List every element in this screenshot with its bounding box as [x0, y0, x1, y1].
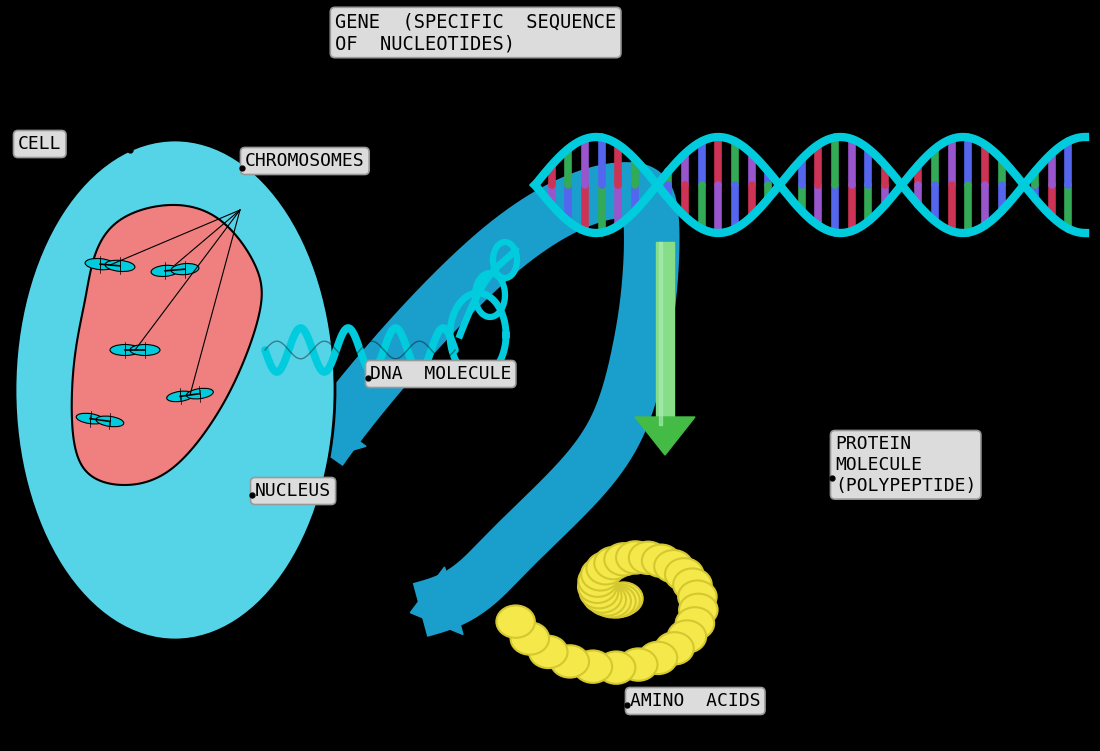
Ellipse shape [604, 543, 642, 575]
Ellipse shape [616, 541, 654, 574]
Ellipse shape [110, 345, 140, 355]
Ellipse shape [551, 645, 590, 677]
Text: NUCLEUS: NUCLEUS [255, 482, 331, 500]
Ellipse shape [580, 576, 618, 608]
Ellipse shape [96, 416, 124, 427]
Ellipse shape [151, 265, 179, 276]
Ellipse shape [629, 541, 668, 574]
Ellipse shape [496, 605, 535, 638]
Text: CHROMOSOMES: CHROMOSOMES [245, 152, 364, 170]
Ellipse shape [510, 623, 549, 655]
Ellipse shape [679, 593, 717, 626]
Ellipse shape [104, 261, 135, 272]
Ellipse shape [619, 648, 658, 680]
Ellipse shape [594, 547, 632, 579]
Ellipse shape [578, 571, 616, 603]
Text: DNA  MOLECULE: DNA MOLECULE [370, 365, 512, 383]
Polygon shape [72, 205, 262, 485]
Ellipse shape [597, 651, 636, 684]
Ellipse shape [583, 581, 621, 613]
Ellipse shape [675, 608, 714, 640]
Text: CELL: CELL [18, 135, 62, 153]
Ellipse shape [170, 264, 199, 275]
Ellipse shape [130, 345, 159, 355]
Ellipse shape [593, 585, 631, 617]
Ellipse shape [529, 636, 568, 668]
Ellipse shape [586, 552, 625, 584]
Ellipse shape [167, 391, 194, 402]
Ellipse shape [654, 550, 693, 583]
Ellipse shape [581, 558, 619, 590]
Ellipse shape [76, 413, 104, 424]
Ellipse shape [187, 388, 213, 399]
Polygon shape [309, 406, 366, 462]
Ellipse shape [678, 581, 716, 613]
Ellipse shape [604, 582, 642, 615]
Ellipse shape [602, 584, 640, 617]
Ellipse shape [639, 642, 678, 674]
Text: PROTEIN
MOLECULE
(POLYPEPTIDE): PROTEIN MOLECULE (POLYPEPTIDE) [835, 435, 977, 495]
Ellipse shape [579, 565, 617, 597]
Ellipse shape [666, 558, 704, 590]
Ellipse shape [587, 584, 626, 616]
Polygon shape [635, 417, 695, 455]
Polygon shape [410, 567, 463, 635]
Ellipse shape [668, 620, 706, 653]
Ellipse shape [642, 544, 681, 577]
Ellipse shape [573, 650, 612, 683]
Ellipse shape [656, 632, 694, 665]
Ellipse shape [673, 569, 712, 601]
Ellipse shape [597, 585, 636, 617]
Text: AMINO  ACIDS: AMINO ACIDS [630, 692, 760, 710]
Text: GENE  (SPECIFIC  SEQUENCE
OF  NUCLEOTIDES): GENE (SPECIFIC SEQUENCE OF NUCLEOTIDES) [336, 12, 616, 53]
Ellipse shape [85, 258, 116, 270]
Ellipse shape [15, 140, 335, 640]
